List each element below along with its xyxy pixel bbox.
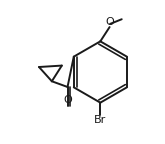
Text: Br: Br	[94, 115, 106, 126]
Text: O: O	[105, 17, 114, 27]
Text: O: O	[64, 95, 73, 105]
